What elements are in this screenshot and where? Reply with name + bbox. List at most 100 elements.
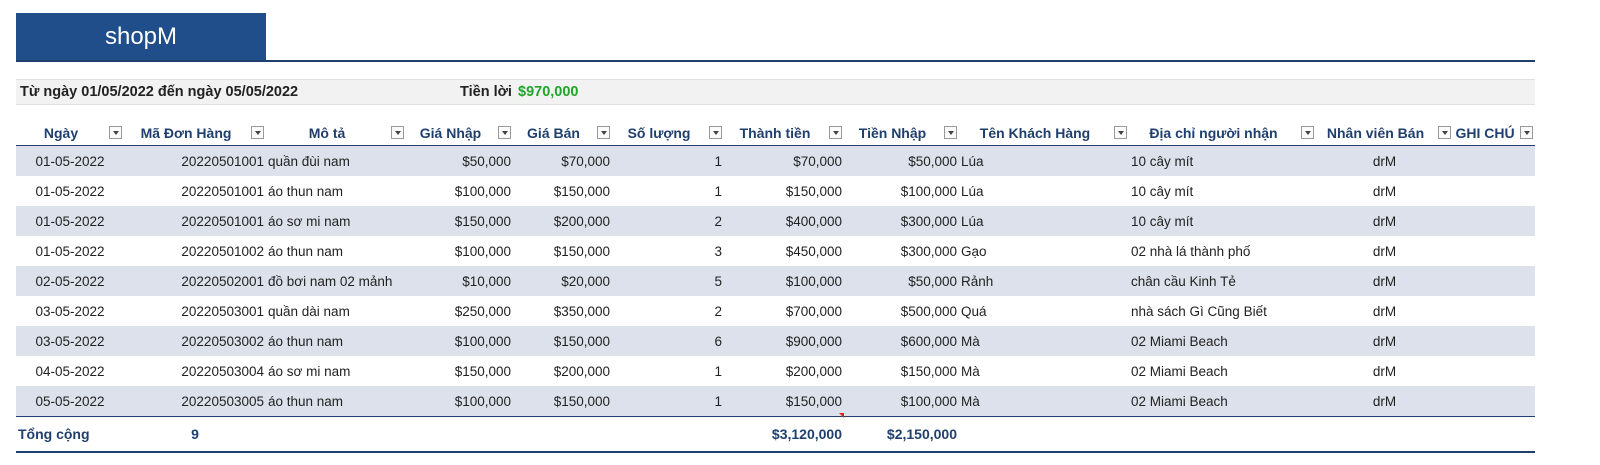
cell-amount[interactable]: $200,000 [724, 356, 844, 386]
filter-dropdown-icon[interactable] [1438, 126, 1451, 139]
cell-order-id[interactable]: 20220501001 [124, 145, 266, 176]
cell-date[interactable]: 01-05-2022 [16, 176, 124, 206]
cell-salesperson[interactable]: drM [1316, 206, 1453, 236]
cell-note[interactable] [1453, 356, 1535, 386]
cell-cost-price[interactable]: $100,000 [406, 236, 513, 266]
cell-note[interactable] [1453, 326, 1535, 356]
filter-dropdown-icon[interactable] [109, 126, 122, 139]
cell-address[interactable]: 02 nhà lá thành phố [1129, 236, 1316, 266]
cell-address[interactable]: 10 cây mít [1129, 176, 1316, 206]
cell-customer[interactable]: Mà [959, 356, 1129, 386]
table-row[interactable]: 01-05-2022 20220501001 áo thun nam $100,000… [16, 176, 1535, 206]
cell-sale-price[interactable]: $150,000 [513, 386, 612, 417]
cell-customer[interactable]: Quá [959, 296, 1129, 326]
cell-order-id[interactable]: 20220501001 [124, 176, 266, 206]
cell-quantity[interactable]: 5 [612, 266, 724, 296]
cell-customer[interactable]: Mà [959, 386, 1129, 417]
cell-amount[interactable]: $450,000 [724, 236, 844, 266]
cell-cost-total[interactable]: $150,000 [844, 356, 959, 386]
table-row[interactable]: 05-05-2022 20220503005 áo thun nam $100,000… [16, 386, 1535, 417]
table-row[interactable]: 04-05-2022 20220503004 áo sơ mi nam $150,00… [16, 356, 1535, 386]
cell-salesperson[interactable]: drM [1316, 176, 1453, 206]
cell-sale-price[interactable]: $150,000 [513, 176, 612, 206]
cell-order-id[interactable]: 20220503004 [124, 356, 266, 386]
cell-note[interactable] [1453, 176, 1535, 206]
cell-sale-price[interactable]: $150,000 [513, 326, 612, 356]
cell-date[interactable]: 01-05-2022 [16, 236, 124, 266]
table-row[interactable]: 01-05-2022 20220501001 quần đùi nam $50,000… [16, 145, 1535, 176]
cell-description[interactable]: áo sơ mi nam [266, 356, 406, 386]
cell-description[interactable]: quần dài nam [266, 296, 406, 326]
cell-address[interactable]: 02 Miami Beach [1129, 356, 1316, 386]
cell-cost-total[interactable]: $100,000 [844, 176, 959, 206]
cell-cost-total[interactable]: $300,000 [844, 206, 959, 236]
cell-cost-price[interactable]: $250,000 [406, 296, 513, 326]
cell-sale-price[interactable]: $20,000 [513, 266, 612, 296]
cell-date[interactable]: 03-05-2022 [16, 296, 124, 326]
cell-cost-price[interactable]: $50,000 [406, 145, 513, 176]
table-row[interactable]: 03-05-2022 20220503002 áo thun nam $100,000… [16, 326, 1535, 356]
cell-amount[interactable]: $400,000 [724, 206, 844, 236]
cell-description[interactable]: áo thun nam [266, 326, 406, 356]
table-row[interactable]: 02-05-2022 20220502001 đồ bơi nam 02 mảnh $… [16, 266, 1535, 296]
filter-dropdown-icon[interactable] [709, 126, 722, 139]
cell-cost-price[interactable]: $100,000 [406, 386, 513, 417]
cell-note[interactable] [1453, 296, 1535, 326]
cell-order-id[interactable]: 20220501001 [124, 206, 266, 236]
cell-cost-total[interactable]: $50,000 [844, 145, 959, 176]
table-row[interactable]: 01-05-2022 20220501001 áo sơ mi nam $150,00… [16, 206, 1535, 236]
cell-amount[interactable]: $900,000 [724, 326, 844, 356]
filter-dropdown-icon[interactable] [944, 126, 957, 139]
cell-description[interactable]: quần đùi nam [266, 145, 406, 176]
cell-salesperson[interactable]: drM [1316, 145, 1453, 176]
cell-cost-total[interactable]: $100,000 [844, 386, 959, 417]
cell-salesperson[interactable]: drM [1316, 266, 1453, 296]
cell-amount[interactable]: $100,000 [724, 266, 844, 296]
cell-cost-total[interactable]: $300,000 [844, 236, 959, 266]
cell-date[interactable]: 04-05-2022 [16, 356, 124, 386]
cell-cost-total[interactable]: $500,000 [844, 296, 959, 326]
cell-note[interactable] [1453, 386, 1535, 417]
cell-customer[interactable]: Gạo [959, 236, 1129, 266]
cell-quantity[interactable]: 6 [612, 326, 724, 356]
cell-sale-price[interactable]: $350,000 [513, 296, 612, 326]
cell-customer[interactable]: Mà [959, 326, 1129, 356]
cell-date[interactable]: 02-05-2022 [16, 266, 124, 296]
cell-quantity[interactable]: 3 [612, 236, 724, 266]
cell-salesperson[interactable]: drM [1316, 386, 1453, 417]
cell-note[interactable] [1453, 206, 1535, 236]
cell-cost-price[interactable]: $150,000 [406, 356, 513, 386]
cell-quantity[interactable]: 1 [612, 176, 724, 206]
filter-dropdown-icon[interactable] [1114, 126, 1127, 139]
cell-customer[interactable]: Lúa [959, 176, 1129, 206]
cell-order-id[interactable]: 20220503001 [124, 296, 266, 326]
filter-dropdown-icon[interactable] [251, 126, 264, 139]
cell-quantity[interactable]: 1 [612, 356, 724, 386]
cell-note[interactable] [1453, 266, 1535, 296]
cell-customer[interactable]: Lúa [959, 145, 1129, 176]
cell-cost-total[interactable]: $50,000 [844, 266, 959, 296]
cell-address[interactable]: chân cầu Kinh Tẻ [1129, 266, 1316, 296]
filter-dropdown-icon[interactable] [829, 126, 842, 139]
cell-description[interactable]: đồ bơi nam 02 mảnh [266, 266, 406, 296]
cell-salesperson[interactable]: drM [1316, 326, 1453, 356]
cell-quantity[interactable]: 2 [612, 206, 724, 236]
cell-description[interactable]: áo thun nam [266, 176, 406, 206]
cell-order-id[interactable]: 20220501002 [124, 236, 266, 266]
cell-quantity[interactable]: 2 [612, 296, 724, 326]
cell-quantity[interactable]: 1 [612, 386, 724, 417]
cell-cost-price[interactable]: $100,000 [406, 326, 513, 356]
filter-dropdown-icon[interactable] [391, 126, 404, 139]
filter-dropdown-icon[interactable] [597, 126, 610, 139]
cell-order-id[interactable]: 20220503002 [124, 326, 266, 356]
cell-amount[interactable]: $70,000 [724, 145, 844, 176]
cell-amount[interactable]: $700,000 [724, 296, 844, 326]
cell-date[interactable]: 05-05-2022 [16, 386, 124, 417]
cell-salesperson[interactable]: drM [1316, 296, 1453, 326]
cell-salesperson[interactable]: drM [1316, 356, 1453, 386]
cell-sale-price[interactable]: $200,000 [513, 206, 612, 236]
cell-description[interactable]: áo sơ mi nam [266, 206, 406, 236]
table-row[interactable]: 01-05-2022 20220501002 áo thun nam $100,000… [16, 236, 1535, 266]
cell-amount[interactable]: $150,000 [724, 386, 844, 417]
cell-salesperson[interactable]: drM [1316, 236, 1453, 266]
